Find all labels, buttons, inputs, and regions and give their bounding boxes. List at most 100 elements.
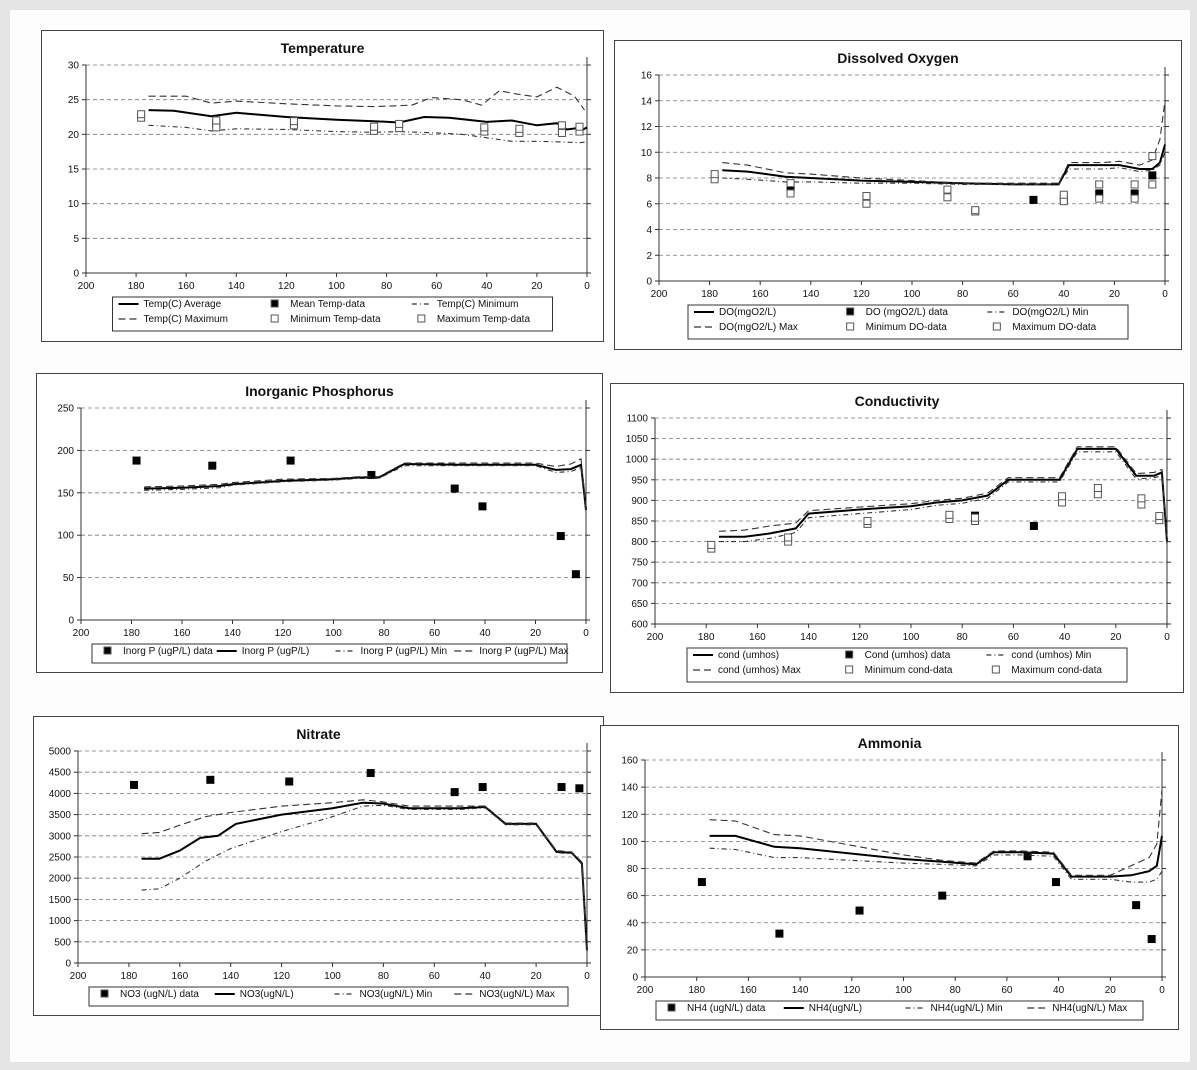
x-tick-label: 100 <box>324 971 341 982</box>
maximum-do-data-point <box>1130 180 1139 189</box>
x-tick-label: 100 <box>903 632 920 643</box>
legend-swatch <box>845 665 854 674</box>
legend-swatch <box>270 314 279 323</box>
y-tick-label: 0 <box>73 269 79 280</box>
legend-label: NO3(ugN/L) Max <box>479 989 555 1000</box>
x-tick-label: 140 <box>228 281 245 292</box>
no3-ugn-l-line <box>141 801 588 951</box>
x-tick-label: 60 <box>431 281 443 292</box>
do-mgo2-l-line <box>722 144 1166 186</box>
x-tick-label: 80 <box>957 289 969 300</box>
maximum-do-data-point <box>862 192 871 201</box>
x-tick-label: 100 <box>325 628 342 639</box>
y-tick-label: 900 <box>631 496 648 507</box>
do-mgo2-l-data-point <box>1029 195 1038 204</box>
x-tick-label: 100 <box>904 289 921 300</box>
y-tick-label: 50 <box>63 573 75 584</box>
legend-label: DO(mgO2/L) Min <box>1012 307 1088 318</box>
x-tick-label: 60 <box>429 971 441 982</box>
maximum-temp-data-point <box>515 124 524 133</box>
x-tick-label: 20 <box>531 281 543 292</box>
y-tick-label: 20 <box>627 945 639 956</box>
x-tick-label: 120 <box>273 971 290 982</box>
x-tick-label: 160 <box>740 985 757 996</box>
y-tick-label: 0 <box>646 277 652 288</box>
minimum-do-data-point <box>1095 194 1104 203</box>
maximum-do-data-point <box>943 185 952 194</box>
x-tick-label: 40 <box>480 971 492 982</box>
x-tick-label: 60 <box>1008 632 1020 643</box>
ammonia-chart: Ammonia 0 20 40 60 80 100 120 140 160 200 180 160 140… <box>600 725 1179 1030</box>
legend-swatch <box>667 1003 676 1012</box>
x-tick-label: 200 <box>651 289 668 300</box>
cond-umhos-max-line <box>718 446 1168 538</box>
x-tick-label: 120 <box>275 628 292 639</box>
x-tick-label: 60 <box>429 628 441 639</box>
inorg-p-ugp-l-line <box>144 462 587 510</box>
legend <box>112 296 553 332</box>
x-tick-label: 40 <box>1058 289 1070 300</box>
y-tick-label: 160 <box>621 756 638 767</box>
y-tick-label: 100 <box>621 837 638 848</box>
x-tick-label: 120 <box>843 985 860 996</box>
x-tick-label: 140 <box>222 971 239 982</box>
x-tick-label: 40 <box>1059 632 1071 643</box>
no3-ugn-l-max-line <box>141 799 588 950</box>
nh4-ugn-l-data-point <box>697 878 706 887</box>
maximum-do-data-point <box>1148 152 1157 161</box>
legend-label: Inorg P (ugP/L) Min <box>361 646 448 657</box>
x-tick-label: 20 <box>531 971 543 982</box>
x-tick-label: 80 <box>381 281 393 292</box>
nh4-ugn-l-data-point <box>1132 901 1141 910</box>
maximum-cond-data-point <box>784 533 793 542</box>
legend-label: DO(mgO2/L) Max <box>719 322 798 333</box>
y-tick-label: 120 <box>621 810 638 821</box>
maximum-do-data-point <box>971 206 980 215</box>
maximum-temp-data-point <box>370 122 379 131</box>
no3-ugn-l-data-point <box>450 788 459 797</box>
x-tick-label: 160 <box>171 971 188 982</box>
x-tick-label: 80 <box>950 985 962 996</box>
maximum-temp-data-point <box>137 110 146 119</box>
x-tick-label: 20 <box>1109 289 1121 300</box>
x-tick-label: 180 <box>688 985 705 996</box>
x-tick-label: 180 <box>701 289 718 300</box>
y-tick-label: 2000 <box>49 874 72 885</box>
legend-label: NH4(ugN/L) Min <box>931 1003 1003 1014</box>
y-tick-label: 2500 <box>49 853 72 864</box>
y-tick-label: 20 <box>68 130 80 141</box>
maximum-cond-data-point <box>1155 512 1164 521</box>
minimum-do-data-point <box>862 199 871 208</box>
legend-swatch <box>100 989 109 998</box>
x-tick-label: 80 <box>378 971 390 982</box>
x-tick-label: 160 <box>174 628 191 639</box>
y-tick-label: 1000 <box>49 916 72 927</box>
legend-label: NO3 (ugN/L) data <box>120 989 199 1000</box>
legend-label: Inorg P (ugP/L) Max <box>479 646 568 657</box>
x-tick-label: 20 <box>1105 985 1117 996</box>
nh4-ugn-l-data-point <box>1147 935 1156 944</box>
legend-swatch <box>846 322 855 331</box>
minimum-do-data-point <box>943 193 952 202</box>
x-tick-label: 80 <box>957 632 969 643</box>
maximum-do-data-point <box>710 170 719 179</box>
x-tick-label: 80 <box>378 628 390 639</box>
maximum-temp-data-point <box>557 121 566 130</box>
do-mgo2-l-data-point <box>1148 171 1157 180</box>
y-tick-label: 1050 <box>626 434 649 445</box>
nh4-ugn-l-min-line <box>709 847 1163 883</box>
legend-label: NH4(ugN/L) <box>809 1003 862 1014</box>
do-mgo2-l-min-line <box>722 152 1166 185</box>
legend-label: cond (umhos) <box>718 650 779 661</box>
nh4-ugn-l-line <box>709 834 1163 878</box>
x-tick-label: 0 <box>584 971 590 982</box>
inorganic-phosphorus-chart: Inorganic Phosphorus 0 50 100 150 200 250 200 18… <box>36 373 603 673</box>
no3-ugn-l-data-point <box>478 783 487 792</box>
y-tick-label: 4500 <box>49 768 72 779</box>
x-tick-label: 160 <box>749 632 766 643</box>
x-tick-label: 160 <box>178 281 195 292</box>
